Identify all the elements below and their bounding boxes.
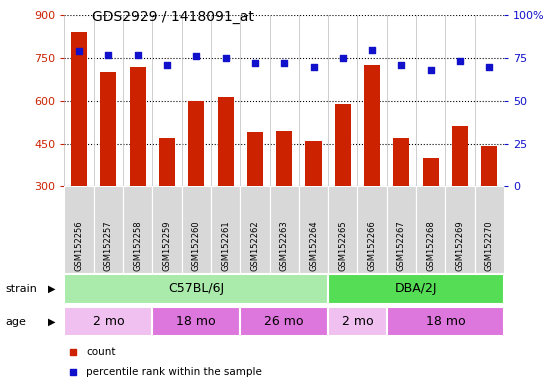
Text: GSM152266: GSM152266: [367, 220, 377, 271]
Bar: [387, 186, 416, 273]
Bar: [64, 186, 94, 273]
Bar: [100, 72, 116, 186]
Bar: [159, 138, 175, 186]
Text: GSM152263: GSM152263: [279, 220, 289, 271]
Point: [74, 48, 83, 54]
Text: DBA/2J: DBA/2J: [395, 283, 437, 295]
Bar: [240, 186, 269, 273]
Text: 26 mo: 26 mo: [264, 315, 304, 328]
Point: [133, 51, 142, 58]
Text: GDS2929 / 1418091_at: GDS2929 / 1418091_at: [92, 10, 254, 23]
Bar: [247, 132, 263, 186]
Text: GSM152257: GSM152257: [104, 220, 113, 271]
Bar: [328, 274, 504, 304]
Text: GSM152268: GSM152268: [426, 220, 435, 271]
Point: [426, 67, 435, 73]
Text: 2 mo: 2 mo: [92, 315, 124, 328]
Bar: [328, 307, 387, 336]
Bar: [152, 186, 181, 273]
Bar: [364, 65, 380, 186]
Point: [69, 369, 78, 376]
Bar: [452, 126, 468, 186]
Point: [456, 58, 465, 65]
Bar: [211, 186, 240, 273]
Point: [192, 53, 201, 60]
Text: 18 mo: 18 mo: [176, 315, 216, 328]
Bar: [335, 104, 351, 186]
Point: [485, 64, 494, 70]
Bar: [475, 186, 504, 273]
Text: GSM152256: GSM152256: [74, 220, 83, 271]
Bar: [445, 186, 475, 273]
Bar: [269, 186, 299, 273]
Text: C57BL/6J: C57BL/6J: [168, 283, 225, 295]
Bar: [181, 186, 211, 273]
Point: [309, 64, 318, 70]
Point: [397, 62, 406, 68]
Bar: [188, 101, 204, 186]
Point: [280, 60, 289, 66]
Text: 2 mo: 2 mo: [342, 315, 374, 328]
Text: GSM152259: GSM152259: [162, 220, 171, 271]
Text: percentile rank within the sample: percentile rank within the sample: [86, 367, 262, 377]
Bar: [481, 146, 497, 186]
Text: GSM152269: GSM152269: [455, 220, 465, 271]
Bar: [152, 307, 240, 336]
Bar: [71, 33, 87, 186]
Point: [250, 60, 259, 66]
Bar: [123, 186, 152, 273]
Bar: [64, 307, 152, 336]
Bar: [299, 186, 328, 273]
Point: [338, 55, 347, 61]
Text: GSM152262: GSM152262: [250, 220, 259, 271]
Bar: [328, 186, 357, 273]
Bar: [357, 186, 387, 273]
Bar: [217, 96, 234, 186]
Text: GSM152265: GSM152265: [338, 220, 347, 271]
Text: ▶: ▶: [48, 284, 55, 294]
Text: GSM152260: GSM152260: [192, 220, 201, 271]
Point: [69, 349, 78, 355]
Bar: [305, 141, 321, 186]
Bar: [240, 307, 328, 336]
Bar: [129, 67, 146, 186]
Text: GSM152264: GSM152264: [309, 220, 318, 271]
Bar: [393, 138, 409, 186]
Point: [162, 62, 171, 68]
Bar: [423, 158, 439, 186]
Text: GSM152258: GSM152258: [133, 220, 142, 271]
Bar: [387, 307, 504, 336]
Bar: [94, 186, 123, 273]
Text: strain: strain: [6, 284, 38, 294]
Text: age: age: [6, 316, 26, 327]
Bar: [276, 131, 292, 186]
Point: [221, 55, 230, 61]
Text: count: count: [86, 347, 116, 357]
Text: 18 mo: 18 mo: [426, 315, 465, 328]
Bar: [416, 186, 445, 273]
Text: GSM152270: GSM152270: [485, 220, 494, 271]
Bar: [64, 274, 328, 304]
Text: GSM152261: GSM152261: [221, 220, 230, 271]
Text: GSM152267: GSM152267: [397, 220, 406, 271]
Point: [367, 46, 376, 53]
Point: [104, 51, 113, 58]
Text: ▶: ▶: [48, 316, 55, 327]
